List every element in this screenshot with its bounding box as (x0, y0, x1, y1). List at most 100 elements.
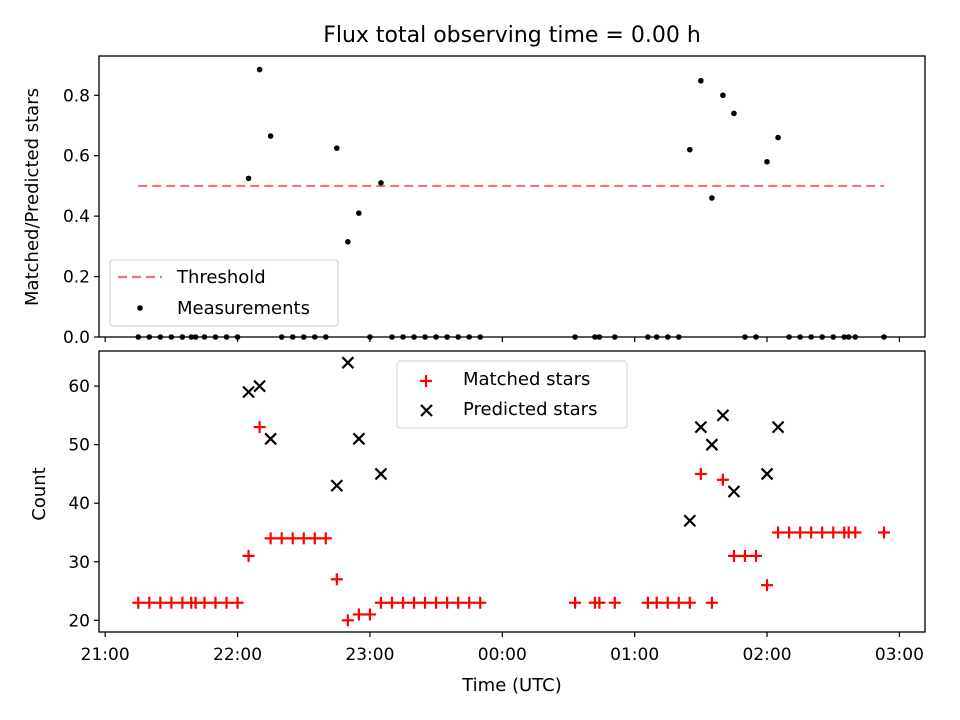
top-legend: Threshold Measurements (109, 259, 339, 327)
matched-star-point (198, 596, 211, 609)
measurement-point (245, 175, 252, 182)
matched-star-point (727, 549, 740, 562)
legend-measurements-label: Measurements (177, 298, 310, 319)
predicted-star-point (705, 438, 719, 451)
matched-star-point (794, 526, 807, 539)
matched-star-point (705, 596, 718, 609)
x-tick-label: 03:00 (875, 645, 924, 665)
matched-star-point (220, 596, 233, 609)
bottom-y-axis-label: Count (29, 467, 50, 520)
legend-predicted-label: Predicted stars (463, 399, 597, 420)
matched-star-point (397, 596, 410, 609)
bottom-y-tick-label: 50 (68, 436, 90, 456)
predicted-star-point (264, 432, 277, 446)
matched-star-point (827, 526, 840, 539)
matched-star-point (330, 573, 343, 586)
legend-predicted-swatch (420, 404, 433, 417)
x-tick-label: 00:00 (478, 645, 527, 665)
matched-star-point (661, 596, 674, 609)
bottom-y-tick-label: 20 (68, 611, 90, 631)
measurement-point (698, 77, 704, 84)
matched-star-point (132, 596, 145, 609)
predicted-star-point (253, 379, 266, 393)
matched-star-point (750, 549, 763, 562)
matched-star-point (165, 596, 178, 609)
predicted-star-point (771, 420, 785, 434)
matched-star-point (783, 526, 796, 539)
matched-star-point (452, 596, 465, 609)
bottom-legend-box (396, 360, 628, 429)
bottom-plot-area: 21:00 22:00 23:00 00:00 01:00 02:00 03:00 20 30 4… (68, 356, 924, 665)
matched-star-point (264, 532, 277, 545)
measurement-point (720, 92, 726, 99)
matched-star-point (463, 596, 476, 609)
matched-star-point (672, 596, 685, 609)
top-chart-title: Flux total observing time = 0.00 h (323, 23, 701, 48)
legend-matched-swatch (420, 375, 432, 387)
bottom-plot-frame (98, 350, 926, 633)
matched-star-point (772, 526, 785, 539)
matched-star-point (319, 532, 332, 545)
matched-star-point (816, 526, 829, 539)
bottom-y-tick-label: 30 (68, 553, 90, 573)
measurement-point (378, 180, 384, 186)
predicted-star-point (716, 409, 730, 422)
matched-star-point (474, 596, 487, 609)
measurement-point (764, 158, 770, 165)
matched-star-point (385, 596, 398, 609)
predicted-star-point (352, 432, 366, 446)
matched-star-point (253, 421, 266, 434)
matched-star-point (849, 526, 862, 539)
matched-star-point (242, 549, 255, 562)
top-y-tick-label: 0.2 (63, 268, 90, 288)
top-legend-box (109, 259, 339, 327)
matched-star-point (877, 526, 890, 539)
legend-measurements-swatch (137, 305, 143, 311)
matched-star-point (341, 614, 354, 627)
matched-star-point (408, 596, 421, 609)
matched-star-point (650, 596, 663, 609)
top-plot-frame (98, 55, 926, 338)
matched-star-point (761, 579, 774, 592)
x-axis-label: Time (UTC) (461, 675, 562, 696)
matched-star-point (275, 532, 288, 545)
top-y-tick-label: 0.4 (63, 207, 90, 227)
bottom-y-tick-label: 60 (68, 377, 90, 397)
matched-star-point (297, 532, 310, 545)
measurement-point (709, 195, 715, 201)
bottom-legend: Matched stars Predicted stars (396, 360, 628, 429)
top-y-tick-label: 0.0 (63, 328, 90, 348)
top-y-tick-label: 0.8 (63, 86, 90, 106)
measurement-point (775, 134, 781, 141)
matched-star-point (374, 596, 387, 609)
matched-star-point (352, 608, 365, 621)
matched-star-point (683, 596, 696, 609)
matched-star-point (738, 549, 751, 562)
measurement-point (731, 110, 737, 117)
predicted-star-point (683, 514, 697, 528)
matched-star-point (716, 473, 729, 486)
x-tick-label: 01:00 (610, 645, 659, 665)
measurement-point (334, 145, 340, 151)
bottom-y-tick-label: 40 (68, 494, 90, 514)
matched-star-point (308, 532, 321, 545)
predicted-star-point (760, 467, 774, 481)
predicted-star-point (341, 356, 355, 369)
measurement-point (256, 66, 263, 73)
legend-matched-label: Matched stars (463, 369, 590, 390)
matched-star-point (441, 596, 454, 609)
x-tick-label: 02:00 (743, 645, 792, 665)
matched-star-point (419, 596, 432, 609)
predicted-star-point (727, 485, 741, 498)
matched-star-point (593, 596, 606, 609)
predicted-star-point (242, 385, 255, 399)
measurement-point (345, 239, 351, 245)
matched-star-point (154, 596, 167, 609)
predicted-star-point (330, 479, 344, 492)
x-tick-label: 23:00 (345, 645, 394, 665)
predicted-star-point (694, 420, 708, 434)
matched-star-point (286, 532, 299, 545)
matched-star-point (805, 526, 818, 539)
